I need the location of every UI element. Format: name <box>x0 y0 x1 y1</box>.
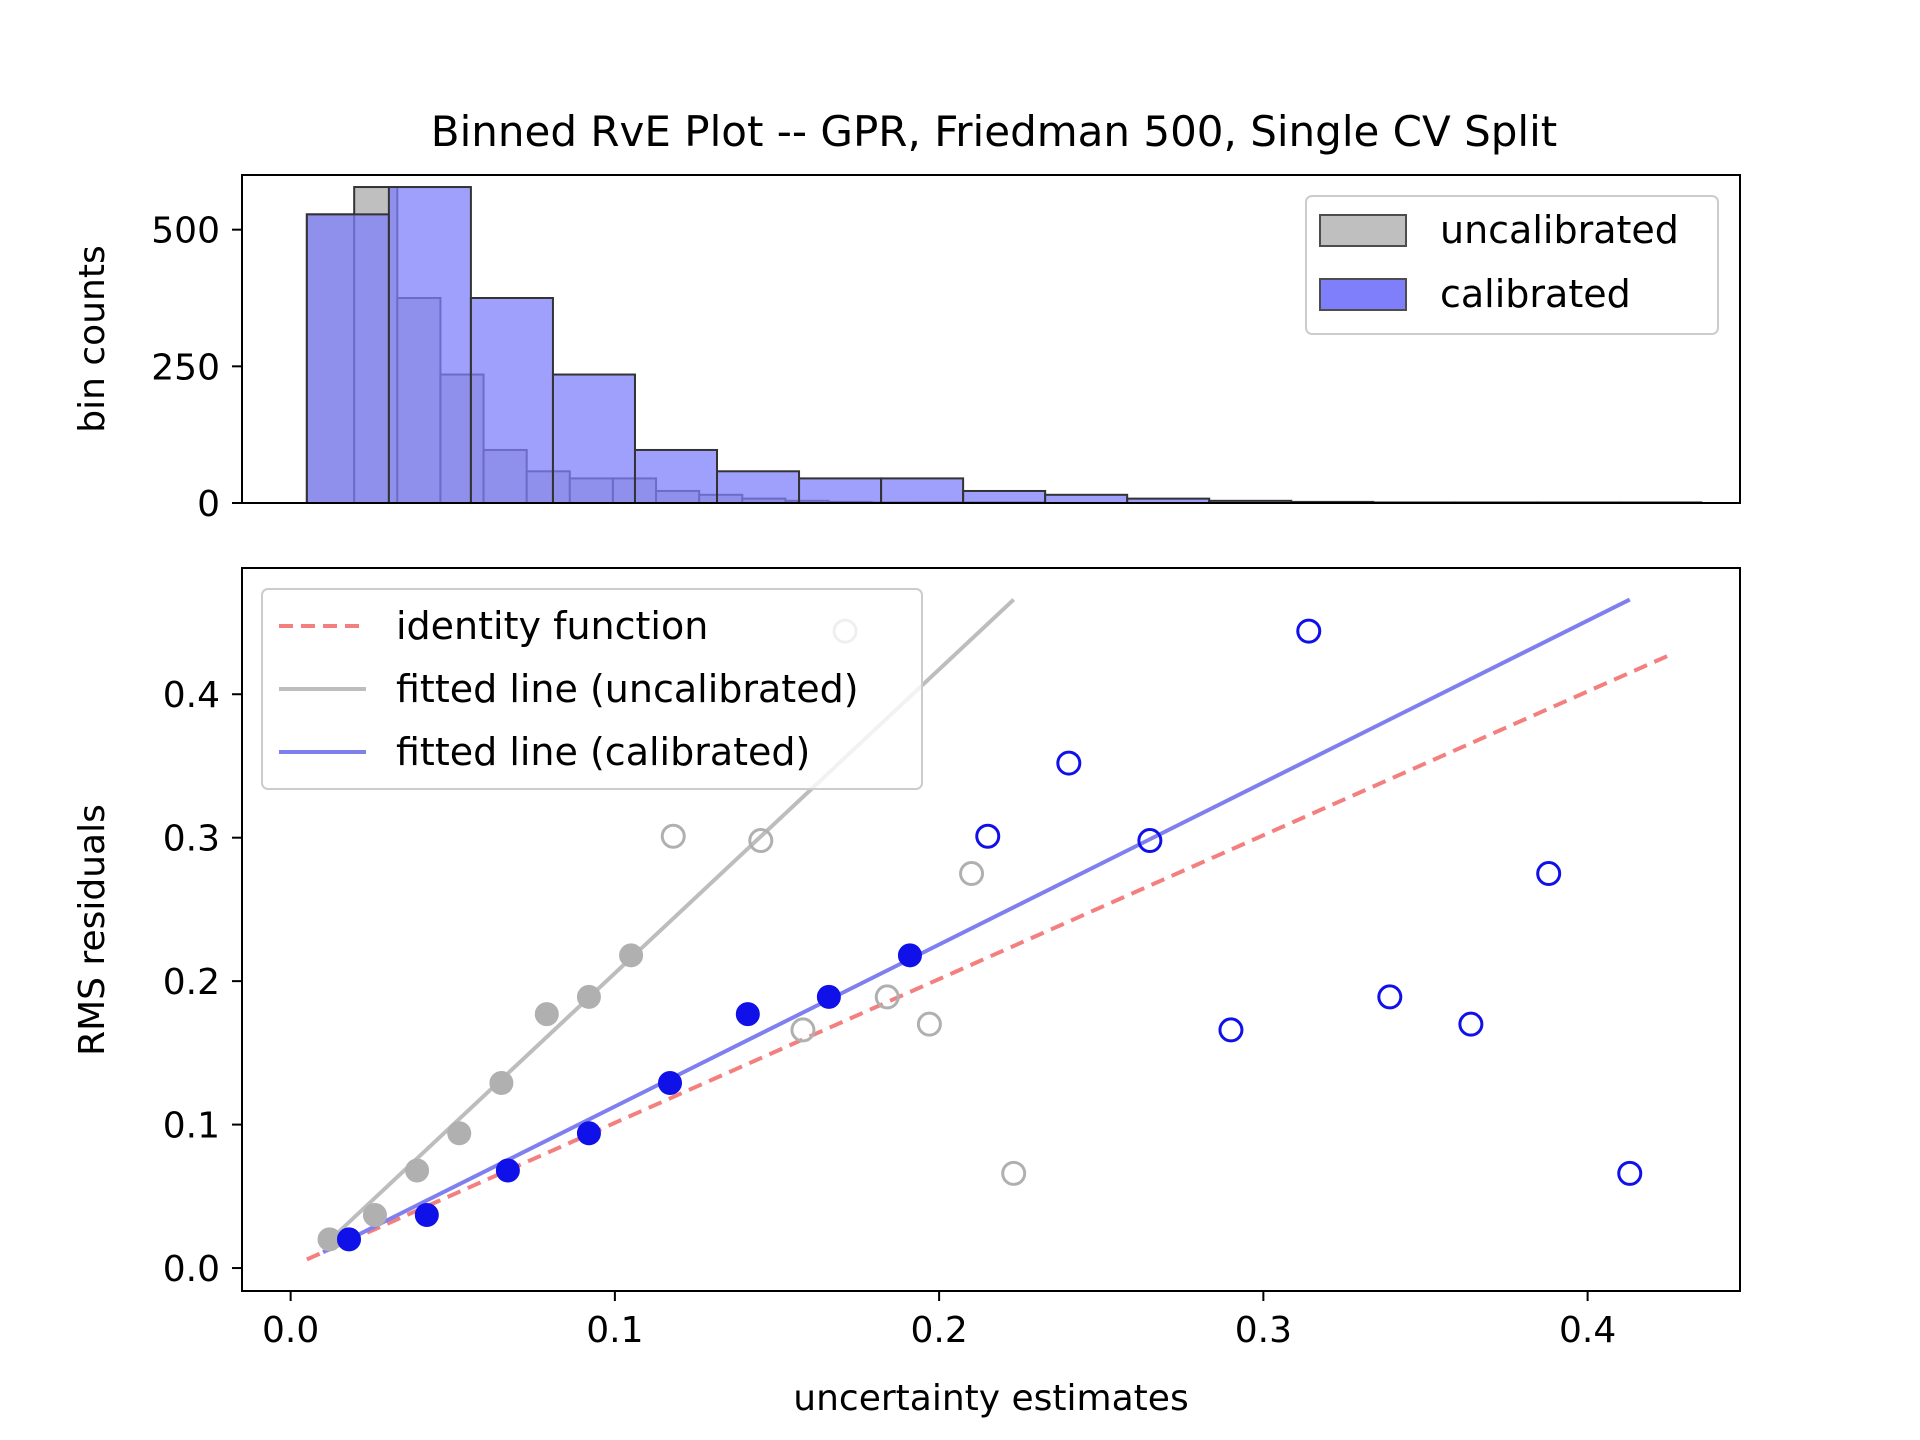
rve-x-tick-label-2: 0.2 <box>910 1310 967 1351</box>
rve-point-filled-uncalibrated-7 <box>619 943 644 968</box>
rve-point-filled-calibrated-6 <box>816 984 841 1009</box>
histogram-bars <box>305 186 1703 505</box>
legend-label-fit-uncalibrated: fitted line (uncalibrated) <box>396 667 859 711</box>
rve-point-open-uncalibrated-1 <box>748 828 774 854</box>
legend-swatch-calibrated <box>1319 278 1407 311</box>
rve-point-open-uncalibrated-0 <box>660 823 686 849</box>
rve-point-open-calibrated-3 <box>1218 1017 1244 1043</box>
rve-y-tick-label-2: 0.2 <box>163 962 220 1003</box>
rve-point-open-calibrated-7 <box>1536 861 1562 887</box>
rve-point-open-uncalibrated-6 <box>959 861 985 887</box>
rve-point-filled-uncalibrated-5 <box>534 1002 559 1027</box>
histogram-y-axis-label: bin counts <box>72 245 113 432</box>
histogram-bar-calibrated-7 <box>880 477 965 504</box>
rve-point-filled-uncalibrated-4 <box>489 1070 514 1095</box>
rve-x-tick-label-3: 0.3 <box>1235 1310 1292 1351</box>
histogram-bar-calibrated-6 <box>798 477 883 504</box>
rve-point-filled-calibrated-3 <box>576 1121 601 1146</box>
rve-legend-box <box>261 588 923 790</box>
histogram-bar-calibrated-3 <box>551 373 636 504</box>
rve-point-filled-uncalibrated-3 <box>447 1121 472 1146</box>
rve-point-filled-uncalibrated-1 <box>362 1202 387 1227</box>
histogram-bar-calibrated-8 <box>962 489 1047 504</box>
rve-line-identity <box>306 653 1670 1262</box>
legend-label-fit-calibrated: fitted line (calibrated) <box>396 730 810 774</box>
rve-axes-frame <box>241 567 1741 1292</box>
rve-point-filled-uncalibrated-2 <box>405 1158 430 1183</box>
histogram-y-tick-label-2: 500 <box>151 211 220 252</box>
legend-swatch-uncalibrated <box>1319 214 1407 247</box>
rve-point-open-uncalibrated-2 <box>790 1017 816 1043</box>
rve-y-ticks: 0.0 0.1 0.2 0.3 0.4 <box>163 675 242 1290</box>
rve-x-ticks: 0.0 0.1 0.2 0.3 0.4 <box>262 1291 1616 1351</box>
rve-point-open-uncalibrated-4 <box>874 984 900 1010</box>
histogram-bar-calibrated-0 <box>305 213 390 505</box>
histogram-legend-box <box>1305 195 1719 335</box>
rve-x-tick-label-1: 0.1 <box>586 1310 643 1351</box>
rve-point-open-calibrated-0 <box>975 823 1001 849</box>
rve-y-tick-label-0: 0.0 <box>163 1249 220 1290</box>
histogram-bar-calibrated-9 <box>1044 493 1129 504</box>
rve-y-axis-label: RMS residuals <box>72 804 113 1056</box>
rve-points <box>317 618 1643 1252</box>
rve-point-filled-calibrated-4 <box>658 1070 682 1095</box>
histogram-axes-frame <box>241 174 1741 504</box>
histogram-bar-calibrated-5 <box>716 470 801 505</box>
rve-point-filled-calibrated-1 <box>414 1202 439 1227</box>
rve-point-filled-calibrated-0 <box>337 1227 361 1252</box>
rve-point-open-uncalibrated-7 <box>1001 1160 1027 1186</box>
legend-label-identity: identity function <box>396 604 708 648</box>
rve-panel: 0.0 0.1 0.2 0.3 0.4 0.0 0.1 0.2 0.3 0.4 uncertai… <box>72 567 1741 1419</box>
rve-x-tick-label-4: 0.4 <box>1559 1310 1616 1351</box>
rve-y-tick-label-3: 0.3 <box>163 819 220 860</box>
histogram-y-ticks: 0 250 500 <box>151 211 242 525</box>
legend-label-calibrated: calibrated <box>1440 272 1631 316</box>
histogram-panel: 0 250 500 bin counts uncalibrated calibrat… <box>72 174 1741 525</box>
rve-point-open-calibrated-4 <box>1296 618 1322 644</box>
histogram-bar-calibrated-2 <box>469 297 554 504</box>
rve-point-filled-calibrated-2 <box>495 1158 520 1183</box>
rve-x-axis-label: uncertainty estimates <box>793 1378 1188 1419</box>
rve-legend: identity function fitted line (uncalibra… <box>261 588 923 790</box>
rve-y-tick-label-1: 0.1 <box>163 1106 220 1147</box>
histogram-y-tick-label-0: 0 <box>197 484 220 525</box>
rve-point-open-calibrated-6 <box>1458 1011 1484 1037</box>
rve-point-open-calibrated-8 <box>1617 1160 1643 1186</box>
chart-title: Binned RvE Plot -- GPR, Friedman 500, Si… <box>431 107 1557 156</box>
rve-point-filled-calibrated-7 <box>897 943 922 968</box>
rve-point-filled-calibrated-5 <box>735 1002 760 1027</box>
rve-point-open-uncalibrated-5 <box>916 1011 942 1037</box>
histogram-y-tick-label-1: 250 <box>151 347 220 388</box>
histogram-bar-calibrated-4 <box>633 448 719 504</box>
rve-y-tick-label-4: 0.4 <box>163 675 220 716</box>
rve-point-open-calibrated-5 <box>1377 984 1403 1010</box>
rve-line-fit_cal <box>322 597 1631 1255</box>
legend-label-uncalibrated: uncalibrated <box>1440 208 1679 252</box>
rve-x-tick-label-0: 0.0 <box>262 1310 319 1351</box>
rve-point-open-calibrated-2 <box>1137 828 1163 854</box>
histogram-bar-calibrated-1 <box>387 186 472 504</box>
rve-point-filled-uncalibrated-6 <box>576 984 601 1009</box>
histogram-legend: uncalibrated calibrated <box>1305 195 1719 335</box>
rve-point-open-calibrated-1 <box>1056 750 1082 776</box>
